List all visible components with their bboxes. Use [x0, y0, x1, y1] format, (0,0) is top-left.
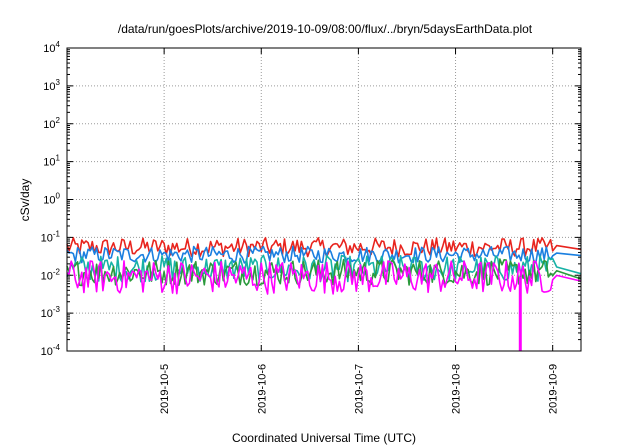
x-tick-label: 2019-10-5 [159, 364, 171, 414]
y-tick-label: 10-2 [41, 267, 61, 282]
plot-frame [66, 47, 582, 352]
x-tick-label: 2019-10-7 [353, 364, 365, 414]
series-line [66, 245, 582, 264]
x-axis: 2019-10-5 2019-10-6 2019-10-7 2019-10-8 2019… [159, 48, 560, 414]
series-line [66, 260, 582, 295]
y-tick-label: 10-4 [41, 343, 61, 358]
y-tick-label: 100 [43, 192, 60, 207]
x-tick-label: 2019-10-9 [548, 364, 560, 414]
x-tick-label: 2019-10-6 [256, 364, 268, 414]
y-tick-label: 104 [43, 40, 60, 55]
y-tick-label: 10-1 [41, 229, 61, 244]
y-tick-label: 103 [43, 78, 60, 93]
grid-lines [67, 48, 581, 351]
y-axis-label: cSv/day [18, 179, 32, 222]
series-lines [66, 237, 582, 351]
x-tick-label: 2019-10-8 [451, 364, 463, 414]
series-line [66, 258, 582, 287]
y-tick-label: 101 [43, 154, 60, 169]
y-tick-label: 102 [43, 116, 60, 131]
x-axis-label: Coordinated Universal Time (UTC) [232, 431, 416, 445]
chart-title: /data/run/goesPlots/archive/2019-10-09/0… [118, 22, 533, 36]
y-axis: 104 103 102 101 100 10-1 10-2 10-3 10-4 [41, 40, 581, 358]
y-tick-label: 10-3 [41, 305, 61, 320]
series-line [66, 237, 582, 258]
